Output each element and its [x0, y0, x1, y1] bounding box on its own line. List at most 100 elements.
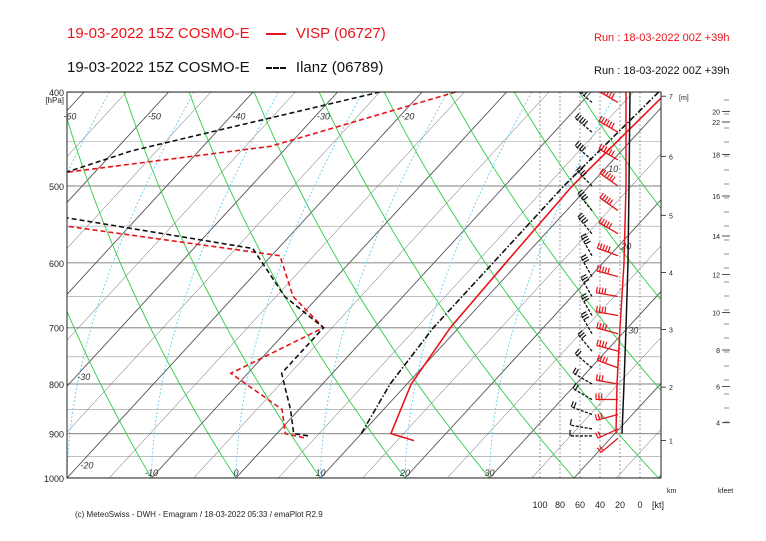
- wind-barb-flag: [582, 195, 589, 201]
- wind-barb-flag: [599, 355, 603, 362]
- wind-barb: [596, 292, 619, 298]
- wind-barb: [572, 387, 593, 401]
- header-valid-visp: 19-03-2022 15Z COSMO-E: [67, 25, 250, 42]
- wind-barb: [574, 353, 593, 369]
- wind-barb-flag: [598, 115, 603, 122]
- header-run-visp: Run : 18-03-2022 00Z +39h: [594, 32, 730, 44]
- mixing-ratio-line: [235, 92, 364, 478]
- wind-barb-flag: [581, 216, 587, 222]
- wind-barb-flag: [598, 265, 602, 272]
- wind-barb-flag: [603, 92, 606, 95]
- kfeet-tick-label: 8: [716, 348, 720, 355]
- isotherm-line: [404, 199, 661, 478]
- wind-barb-flag: [574, 113, 580, 119]
- wind-barb-flag: [599, 192, 604, 199]
- wind-barb-flag: [581, 146, 587, 152]
- wind-barb-flag: [596, 322, 599, 329]
- km-axis-unit: km: [667, 488, 677, 495]
- wind-barb-flag: [608, 222, 613, 229]
- wind-barb-flag: [572, 367, 577, 374]
- wind-barb-flag: [610, 93, 615, 99]
- kfeet-tick-label: 10: [712, 310, 720, 317]
- isotherm-line: [67, 92, 254, 295]
- wind-barb-flag: [604, 341, 608, 348]
- wind-barb-flag: [579, 332, 585, 337]
- wind-barb-flag: [574, 140, 580, 147]
- isotherm-line: [193, 92, 550, 478]
- isotherm-line: [616, 428, 661, 478]
- isotherm-line: [0, 92, 42, 478]
- wind-barb-flag: [601, 340, 605, 348]
- wind-barb-flag: [605, 119, 610, 126]
- wind-barb-flag: [607, 267, 610, 275]
- km-tick-label: 7: [669, 94, 673, 101]
- temperature-tick-label: 30: [628, 326, 638, 336]
- wind-barb-flag: [595, 286, 598, 293]
- wind-barb: [578, 92, 593, 103]
- profile-line: [67, 92, 457, 440]
- wind-barb-flag: [582, 235, 588, 240]
- wind-barb: [596, 311, 619, 317]
- footer-credit: (c) MeteoSwiss - DWH - Emagram / 18-03-2…: [75, 510, 323, 519]
- wind-barb-flag: [576, 350, 582, 356]
- legend-line-visp: [265, 33, 286, 36]
- wind-barb-flag: [580, 292, 587, 298]
- wind-barb-flag: [603, 146, 608, 153]
- wind-barb-flag: [576, 142, 582, 149]
- isotherm-line: [67, 92, 423, 478]
- wind-barb: [571, 406, 593, 416]
- wind-barb-flag: [583, 120, 589, 126]
- dry-adiabat-line: [318, 92, 575, 478]
- header-line1: 19-03-2022 15Z COSMO-E VISP (06727): [67, 25, 386, 42]
- wind-barb-flag: [576, 114, 582, 121]
- wind-barb-flag: [579, 116, 584, 123]
- dry-adiabat-line: [188, 92, 406, 478]
- temperature-tick-label: -60: [63, 112, 76, 122]
- wind-barb-flag: [598, 143, 603, 150]
- wind-barb-flag: [580, 254, 587, 259]
- dry-adiabat-line: [253, 92, 490, 478]
- wind-barb-flag: [582, 219, 589, 224]
- wind-barb-flag: [601, 194, 607, 200]
- pressure-tick-label: 800: [49, 380, 64, 390]
- wind-barb-flag: [594, 414, 598, 421]
- wind-barb-flag: [584, 240, 591, 245]
- wind-barb: [570, 424, 593, 430]
- header-line2: 19-03-2022 15Z COSMO-E Ilanz (06789): [67, 59, 383, 76]
- wind-barb-flag: [598, 287, 601, 294]
- wind-barb-flag: [606, 197, 611, 204]
- wind-barb-flag: [579, 191, 585, 197]
- wind-barb-flag: [581, 193, 587, 199]
- wind-barb-flag: [582, 295, 588, 300]
- wind-barb: [580, 296, 593, 316]
- wind-barb-flag: [600, 412, 603, 419]
- isotherm-line: [109, 92, 465, 478]
- wind-barb-flag: [605, 147, 610, 154]
- wind-barb-flag: [605, 221, 610, 228]
- wind-barb-flag: [610, 150, 615, 157]
- wind-barb-flag: [600, 218, 605, 225]
- temperature-tick-label: 20: [620, 241, 631, 251]
- wind-barb-flag: [594, 432, 599, 439]
- wind-barb-flag: [597, 413, 601, 420]
- wind-barb: [580, 277, 593, 297]
- profile-line: [67, 92, 381, 437]
- wind-barb-flag: [577, 189, 583, 195]
- wind-barb-flag: [582, 313, 588, 318]
- wind-barb-flag: [596, 264, 599, 272]
- dry-adiabat-line: [513, 92, 661, 301]
- pressure-tick-label: 400: [49, 88, 64, 98]
- wind-barb-flag: [580, 233, 587, 238]
- wind-barb-flag: [604, 267, 608, 274]
- isotherm-line: [701, 92, 766, 478]
- wind-barb-flag: [581, 334, 587, 340]
- wind-barb-flag: [601, 323, 605, 330]
- temperature-tick-label: -10: [145, 468, 158, 478]
- plot-area: [0, 92, 766, 478]
- wind-barb-flag: [598, 374, 601, 381]
- wind-barb-flag: [581, 118, 587, 124]
- wind-barb-flag: [597, 431, 602, 438]
- wind-speed-profile: [621, 92, 631, 434]
- wind-tick-label: 80: [555, 500, 565, 510]
